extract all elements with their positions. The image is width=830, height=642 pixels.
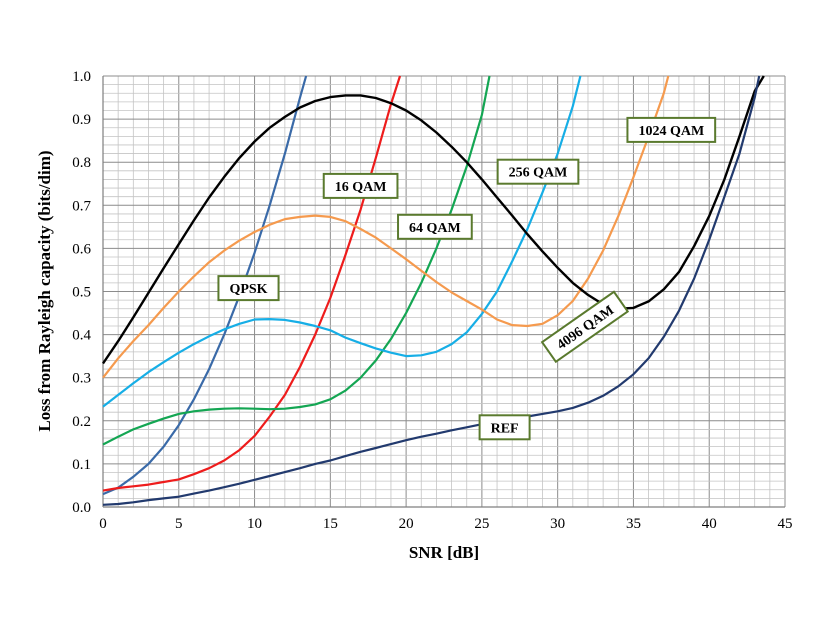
x-tick-label: 25 — [474, 516, 489, 532]
series-label: 16 QAM — [322, 172, 399, 199]
series-line-qpsk — [102, 75, 308, 496]
grid — [102, 75, 786, 508]
series-label-box — [626, 116, 717, 143]
x-tick-label: 15 — [323, 516, 338, 532]
y-tick-label: 1.0 — [72, 69, 91, 85]
y-tick-label: 0.7 — [72, 198, 91, 214]
series-label-text: 16 QAM — [335, 180, 387, 195]
series-label-box — [496, 158, 580, 185]
y-tick-label: 0.3 — [72, 371, 91, 387]
x-tick-label: 45 — [778, 516, 793, 532]
series-label: 1024 QAM — [626, 116, 717, 143]
x-tick-label: 40 — [702, 516, 717, 532]
x-axis-title: SNR [dB] — [409, 543, 479, 562]
series-label-box — [478, 414, 531, 441]
series-line-ref — [102, 75, 761, 506]
y-tick-label: 0.1 — [72, 457, 91, 473]
series-line-1024-qam — [102, 75, 670, 379]
y-tick-label: 0.8 — [72, 155, 91, 171]
y-tick-label: 0.9 — [72, 112, 91, 128]
series-label: QPSK — [217, 275, 280, 302]
series-line-256-qam — [102, 75, 582, 408]
x-tick-label: 30 — [550, 516, 565, 532]
series-label-box — [322, 172, 399, 199]
series-label-text: 256 QAM — [509, 166, 568, 181]
series-label-box — [397, 213, 473, 240]
x-tick-label: 10 — [247, 516, 262, 532]
y-axis-title: Loss from Rayleigh capacity (bits/dim) — [35, 150, 54, 431]
y-tick-label: 0.6 — [72, 241, 91, 257]
series-label-box — [217, 275, 280, 302]
series-label: 256 QAM — [496, 158, 580, 185]
x-tick-label: 20 — [399, 516, 414, 532]
series-label-text: QPSK — [229, 282, 267, 297]
x-tick-label: 0 — [99, 516, 107, 532]
series-line-16-qam — [102, 75, 402, 492]
series-label: 4096 QAM — [540, 290, 630, 364]
x-tick-label: 35 — [626, 516, 641, 532]
axes — [102, 76, 785, 508]
series-line-4096-qam — [102, 75, 765, 365]
y-tick-label: 0.2 — [72, 414, 91, 430]
series-label: 64 QAM — [397, 213, 473, 240]
x-tick-label: 5 — [175, 516, 183, 532]
y-tick-label: 0.4 — [72, 328, 91, 344]
series-label-text: REF — [491, 421, 519, 436]
y-tick-label: 0.5 — [72, 285, 91, 301]
series-label: REF — [478, 414, 531, 441]
series-line-64-qam — [102, 75, 491, 446]
series-lines — [102, 75, 765, 506]
series-label-text: 64 QAM — [409, 221, 461, 236]
tick-labels: 0 5 10 15 20 25 30 35 40 45 0.0 0.1 0.2 0.3 0.4 0.5 0.6 0… — [72, 69, 792, 532]
series-label-text: 1024 QAM — [638, 124, 704, 139]
series-label-box — [540, 290, 630, 364]
y-tick-label: 0.0 — [72, 500, 91, 516]
